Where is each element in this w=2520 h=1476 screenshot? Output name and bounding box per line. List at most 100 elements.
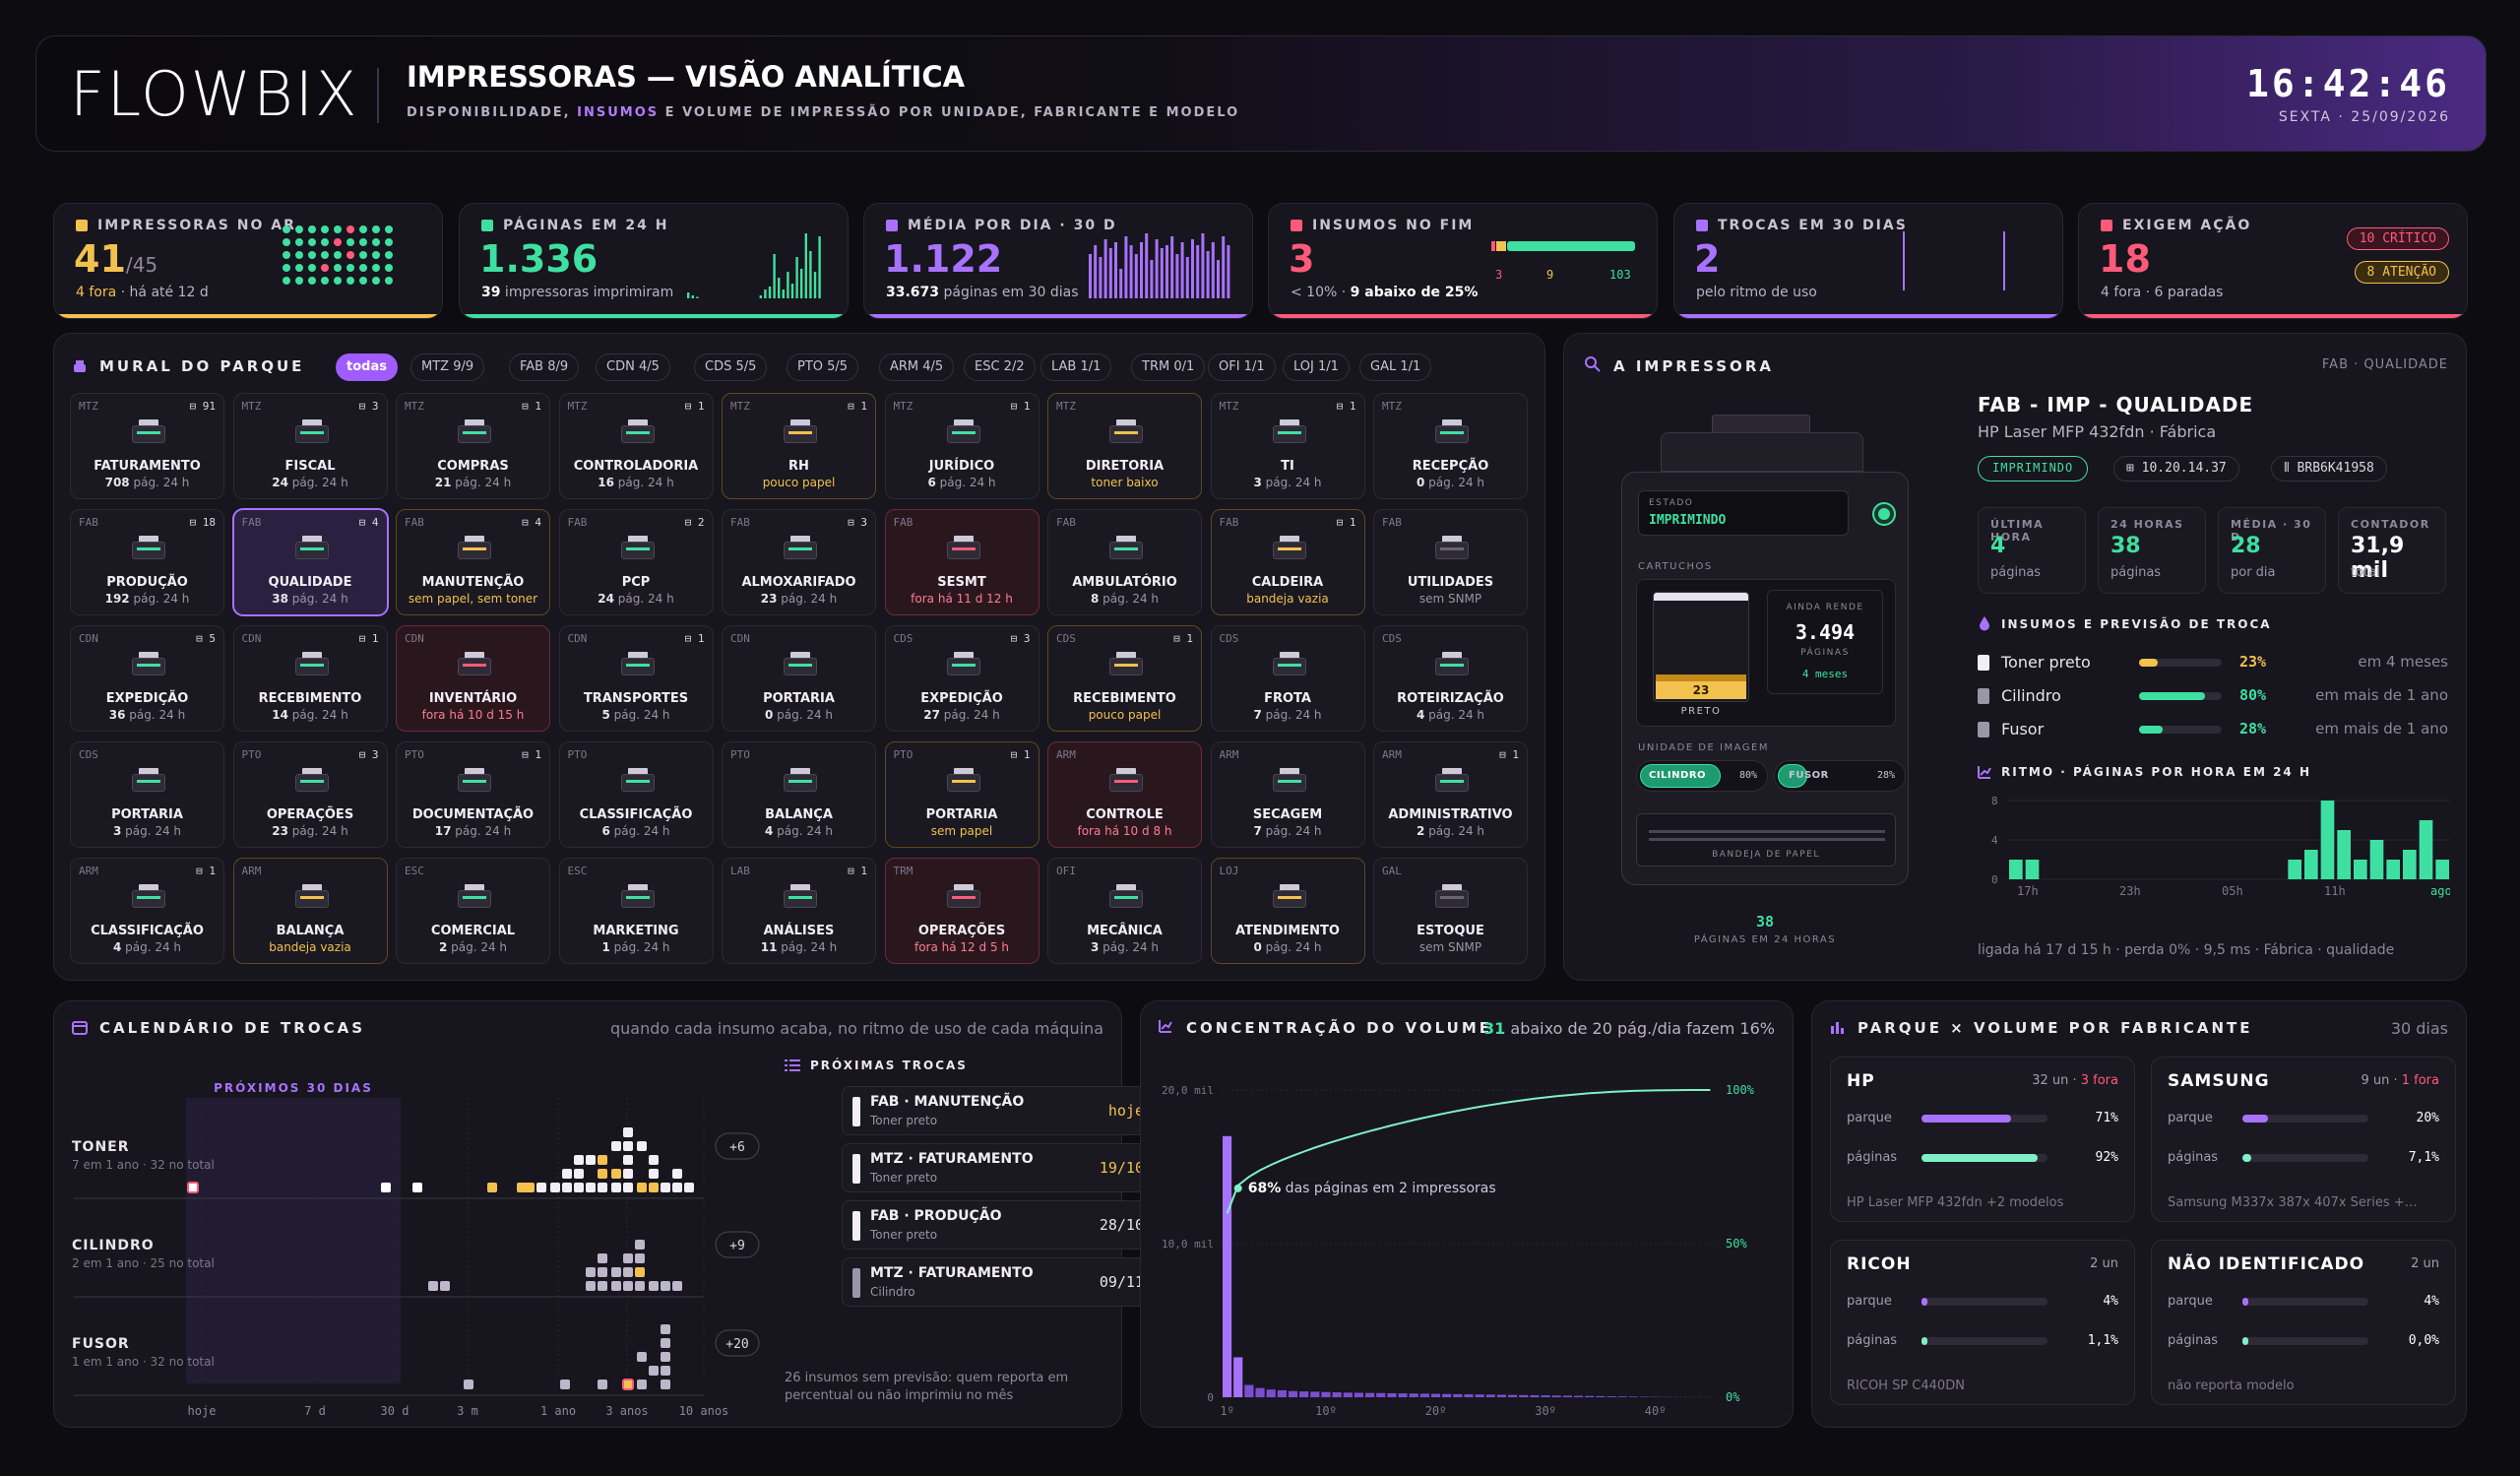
printer-dot [334, 238, 342, 246]
printer-dot [346, 251, 354, 259]
row-sub: 2 em 1 ano · 25 no total [72, 1256, 215, 1270]
printer-tile[interactable]: MTZ ⊟ 1 RH pouco papel [722, 393, 876, 499]
manufacturer-units: 9 un · 1 fora [2361, 1073, 2439, 1088]
pages24-value: 38 [1755, 913, 1775, 931]
tile-name: RH [788, 459, 809, 474]
printer-tile[interactable]: FAB ⊟ 4 MANUTENÇÃO sem papel, sem toner [396, 509, 550, 615]
printer-tile[interactable]: CDN ⊟ 1 TRANSPORTES 5 pág. 24 h [558, 625, 714, 732]
kpi-label: INSUMOS NO FIM [1312, 218, 1475, 233]
tile-name: CLASSIFICAÇÃO [91, 924, 204, 938]
printer-tile[interactable]: ESC MARKETING 1 pág. 24 h [558, 858, 714, 964]
printer-tile[interactable]: MTZ ⊟ 3 FISCAL 24 pág. 24 h [232, 393, 388, 499]
printer-tile[interactable]: ARM BALANÇA bandeja vazia [232, 858, 388, 964]
printer-tile[interactable]: CDN PORTARIA 0 pág. 24 h [722, 625, 876, 732]
printer-tile[interactable]: CDS FROTA 7 pág. 24 h [1210, 625, 1365, 732]
printer-tile[interactable]: CDS ROTEIRIZAÇÃO 4 pág. 24 h [1373, 625, 1528, 732]
replacement-dot [611, 1169, 621, 1179]
manufacturer-card[interactable]: RICOH 2 un parque 4% páginas 1,1% RICOH SP C44… [1830, 1240, 2135, 1405]
tile-zone: LAB [730, 865, 750, 877]
printer-tile[interactable]: ARM ⊟ 1 CLASSIFICAÇÃO 4 pág. 24 h [70, 858, 224, 964]
printer-tile[interactable]: GAL ESTOQUE sem SNMP [1373, 858, 1528, 964]
filter-chip[interactable]: PTO 5/5 [787, 353, 859, 381]
printer-tile[interactable]: CDS ⊟ 1 RECEBIMENTO pouco papel [1047, 625, 1202, 732]
next-replacement[interactable]: FAB · MANUTENÇÃO Toner preto hoje [842, 1086, 1157, 1135]
printer-tile[interactable]: CDN ⊟ 1 RECEBIMENTO 14 pág. 24 h [232, 625, 388, 732]
attention-badge[interactable]: 8 ATENÇÃO [2354, 261, 2449, 284]
filter-chip[interactable]: ESC 2/2 [964, 353, 1036, 381]
tile-name: ANÁLISES [763, 924, 835, 938]
window-shade [186, 1098, 401, 1383]
filter-chip[interactable]: ARM 4/5 [879, 353, 955, 381]
paginas-share-bar [2242, 1154, 2368, 1162]
printer-tile[interactable]: ARM CONTROLE fora há 10 d 8 h [1047, 741, 1202, 848]
filter-chip[interactable]: todas [336, 353, 398, 381]
printer-dot [372, 264, 380, 272]
x-tick: 3 m [457, 1404, 478, 1418]
printer-tile[interactable]: MTZ ⊟ 1 TI 3 pág. 24 h [1210, 393, 1365, 499]
printer-tile[interactable]: PTO BALANÇA 4 pág. 24 h [722, 741, 876, 848]
printer-icon [132, 652, 165, 679]
hour-bar [790, 284, 794, 298]
printer-tile[interactable]: MTZ ⊟ 1 JURÍDICO 6 pág. 24 h [884, 393, 1040, 499]
printer-tile[interactable]: CDS ⊟ 3 EXPEDIÇÃO 27 pág. 24 h [884, 625, 1040, 732]
manufacturer-card[interactable]: NÃO IDENTIFICADO 2 un parque 4% páginas 0,0% n… [2151, 1240, 2456, 1405]
printer-tile[interactable]: FAB ⊟ 18 PRODUÇÃO 192 pág. 24 h [70, 509, 224, 615]
filter-chip[interactable]: LAB 1/1 [1040, 353, 1112, 381]
printer-tile[interactable]: CDN INVENTÁRIO fora há 10 d 15 h [396, 625, 550, 732]
filter-chip[interactable]: MTZ 9/9 [410, 353, 485, 381]
x-tick: 20º [1425, 1404, 1447, 1418]
printer-tile[interactable]: FAB ⊟ 3 ALMOXARIFADO 23 pág. 24 h [722, 509, 876, 615]
printer-tile[interactable]: OFI MECÂNICA 3 pág. 24 h [1047, 858, 1202, 964]
printer-tile[interactable]: MTZ ⊟ 1 CONTROLADORIA 16 pág. 24 h [558, 393, 714, 499]
tile-status: 2 pág. 24 h [1416, 824, 1485, 838]
replacement-dot [598, 1281, 607, 1291]
manufacturer-card[interactable]: SAMSUNG 9 un · 1 fora parque 20% páginas 7,1%… [2151, 1057, 2456, 1222]
printer-tile[interactable]: ESC COMERCIAL 2 pág. 24 h [396, 858, 550, 964]
filter-chip[interactable]: OFI 1/1 [1208, 353, 1276, 381]
filter-chip[interactable]: CDS 5/5 [694, 353, 768, 381]
printer-tile[interactable]: LAB ⊟ 1 ANÁLISES 11 pág. 24 h [722, 858, 876, 964]
printer-tile[interactable]: MTZ ⊟ 1 COMPRAS 21 pág. 24 h [396, 393, 550, 499]
filter-chip[interactable]: CDN 4/5 [596, 353, 670, 381]
next-replacement[interactable]: MTZ · FATURAMENTO Toner preto 19/10 [842, 1143, 1157, 1192]
filter-chip[interactable]: TRM 0/1 [1131, 353, 1206, 381]
replacement-dot [661, 1338, 670, 1348]
printer-tile[interactable]: MTZ DIRETORIA toner baixo [1047, 393, 1202, 499]
printer-tile[interactable]: PTO ⊟ 1 DOCUMENTAÇÃO 17 pág. 24 h [396, 741, 550, 848]
next-replacement[interactable]: FAB · PRODUÇÃO Toner preto 28/10 [842, 1200, 1157, 1250]
tile-status: 0 pág. 24 h [764, 708, 834, 722]
insumo-pct: 80% [2239, 686, 2267, 704]
printer-tile[interactable]: MTZ RECEPÇÃO 0 pág. 24 h [1373, 393, 1528, 499]
day-bar [1211, 242, 1215, 298]
filter-chip[interactable]: LOJ 1/1 [1283, 353, 1350, 381]
clock: 16:42:46 [2245, 62, 2450, 105]
manufacturer-card[interactable]: HP 32 un · 3 fora parque 71% páginas 92% HP La… [1830, 1057, 2135, 1222]
printer-tile[interactable]: FAB ⊟ 4 QUALIDADE 38 pág. 24 h [232, 509, 388, 615]
printer-tile[interactable]: FAB ⊟ 2 PCP 24 pág. 24 h [558, 509, 714, 615]
replacement-dot [611, 1141, 621, 1151]
printer-tile[interactable]: FAB SESMT fora há 11 d 12 h [884, 509, 1040, 615]
printer-tile[interactable]: CDS PORTARIA 3 pág. 24 h [70, 741, 224, 848]
printer-tile[interactable]: CDN ⊟ 5 EXPEDIÇÃO 36 pág. 24 h [70, 625, 224, 732]
printer-tile[interactable]: FAB UTILIDADES sem SNMP [1373, 509, 1528, 615]
printer-dot [372, 277, 380, 285]
printer-tile[interactable]: LOJ ATENDIMENTO 0 pág. 24 h [1210, 858, 1365, 964]
replacement-dot [623, 1267, 633, 1277]
printer-tile[interactable]: TRM OPERAÇÕES fora há 12 d 5 h [884, 858, 1040, 964]
filter-chip[interactable]: FAB 8/9 [509, 353, 580, 381]
printer-tile[interactable]: FAB AMBULATÓRIO 8 pág. 24 h [1047, 509, 1202, 615]
printer-tile[interactable]: MTZ ⊟ 91 FATURAMENTO 708 pág. 24 h [70, 393, 224, 499]
printer-tile[interactable]: FAB ⊟ 1 CALDEIRA bandeja vazia [1210, 509, 1365, 615]
replacement-dot [187, 1182, 199, 1193]
printer-tile[interactable]: PTO ⊟ 1 PORTARIA sem papel [884, 741, 1040, 848]
tile-name: PORTARIA [925, 807, 998, 822]
critical-badge[interactable]: 10 CRÍTICO [2346, 227, 2449, 250]
printer-tile[interactable]: PTO CLASSIFICAÇÃO 6 pág. 24 h [558, 741, 714, 848]
printer-tile[interactable]: ARM SECAGEM 7 pág. 24 h [1210, 741, 1365, 848]
printer-tile[interactable]: ARM ⊟ 1 ADMINISTRATIVO 2 pág. 24 h [1373, 741, 1528, 848]
printer-volume-bar [1409, 1393, 1418, 1397]
bell-icon [2101, 220, 2112, 231]
filter-chip[interactable]: GAL 1/1 [1359, 353, 1432, 381]
next-replacement[interactable]: MTZ · FATURAMENTO Cilindro 09/11 [842, 1257, 1157, 1307]
printer-tile[interactable]: PTO ⊟ 3 OPERAÇÕES 23 pág. 24 h [232, 741, 388, 848]
